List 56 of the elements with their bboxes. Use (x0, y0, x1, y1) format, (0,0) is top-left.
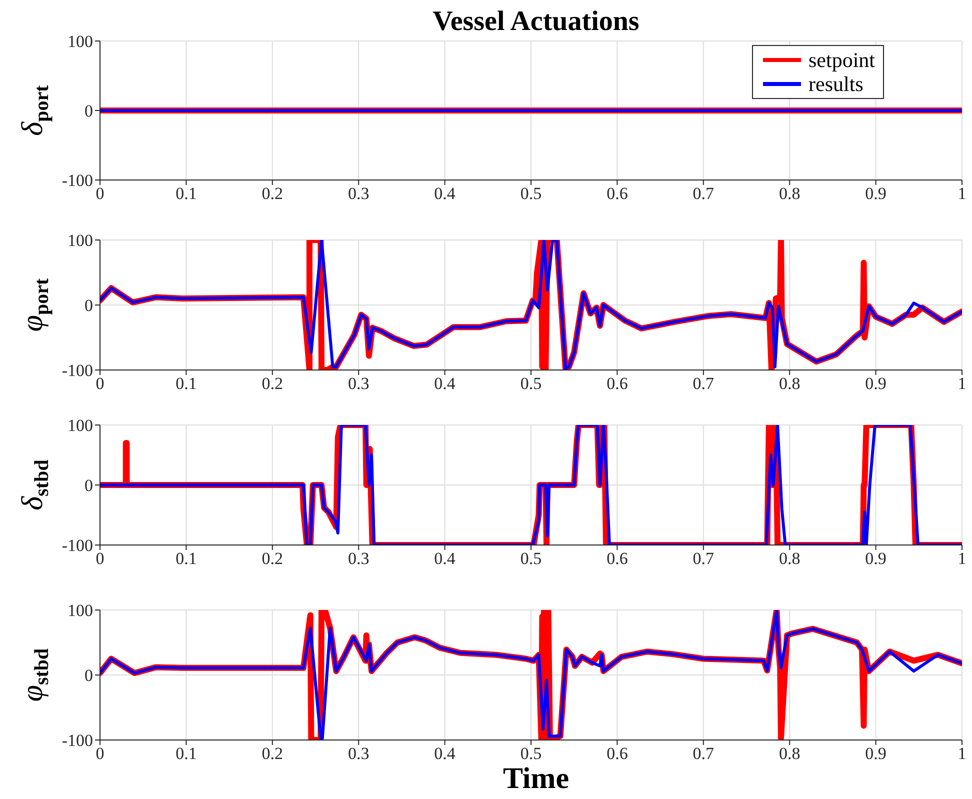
y-tick-label: 0 (84, 476, 93, 496)
x-tick-label: 0.8 (778, 549, 800, 568)
y-tick-label: 0 (84, 102, 93, 121)
x-tick-label: 0.2 (262, 184, 284, 204)
x-tick-label: 0.9 (865, 549, 886, 568)
chart-title: Vessel Actuations (432, 6, 640, 38)
y-tick-label: 100 (68, 32, 93, 52)
x-tick-label: 0.1 (176, 549, 197, 568)
x-tick-label: 0.1 (176, 374, 197, 394)
x-tick-label: 0.5 (520, 744, 542, 764)
x-tick-label: 0.7 (692, 549, 715, 568)
x-tick-label: 0.4 (434, 549, 456, 568)
x-tick-label: 1 (958, 184, 966, 204)
x-tick-label: 0.3 (348, 374, 370, 394)
x-tick-label: 0.6 (606, 374, 628, 394)
x-tick-label: 0.8 (778, 184, 800, 204)
x-tick-label: 0.9 (865, 744, 886, 764)
y-tick-label: -100 (62, 361, 93, 380)
x-tick-label: 0.2 (262, 549, 284, 568)
x-tick-label: 0.5 (520, 374, 542, 394)
y-tick-label: 100 (68, 416, 93, 436)
x-tick-label: 0.2 (262, 374, 284, 394)
x-tick-label: 0.5 (520, 549, 542, 568)
legend-label: setpoint (808, 48, 875, 72)
x-tick-label: 0.9 (865, 374, 886, 394)
x-tick-label: 0.5 (520, 184, 542, 204)
x-tick-label: 0.1 (176, 184, 197, 204)
y-tick-label: -100 (62, 171, 93, 190)
y-tick-label: 100 (68, 601, 93, 620)
x-tick-label: 0.2 (262, 744, 284, 764)
x-tick-label: 0.6 (606, 549, 628, 568)
x-tick-label: 0.4 (434, 374, 456, 394)
x-axis-title: Time (502, 762, 570, 796)
x-tick-label: 0.6 (606, 184, 628, 204)
x-tick-label: 0.7 (692, 374, 715, 394)
x-tick-label: 0.3 (348, 744, 370, 764)
y-tick-label: 0 (84, 296, 93, 316)
x-tick-label: 0.3 (348, 184, 370, 204)
x-tick-label: 1 (958, 374, 966, 394)
y-tick-label: -100 (62, 536, 93, 556)
x-tick-label: 0.4 (434, 744, 456, 764)
x-tick-label: 0.6 (606, 744, 628, 764)
y-tick-label: 0 (84, 666, 93, 686)
x-tick-label: 0.4 (434, 184, 456, 204)
legend-label: results (808, 72, 864, 96)
x-tick-label: 0.8 (778, 374, 800, 394)
y-tick-label: 100 (68, 231, 93, 250)
x-tick-label: 0.8 (778, 744, 800, 764)
x-tick-label: 0.9 (865, 184, 886, 204)
x-tick-label: 0.7 (692, 184, 715, 204)
x-tick-label: 0.1 (176, 744, 197, 764)
x-tick-label: 0.7 (692, 744, 715, 764)
x-tick-label: 0.3 (348, 549, 370, 568)
y-tick-label: -100 (62, 731, 93, 750)
x-tick-label: 1 (958, 744, 966, 764)
x-tick-label: 1 (958, 549, 966, 568)
